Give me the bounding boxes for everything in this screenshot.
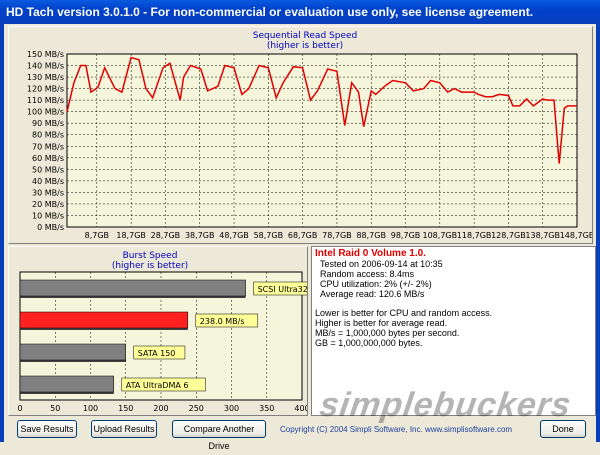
burst-x-tick-label: 300 <box>224 404 239 413</box>
read-y-tick-label: 100 MB/s <box>27 108 64 117</box>
window-frame-left <box>0 24 4 442</box>
read-y-tick-label: 150 MB/s <box>27 50 64 59</box>
burst-bar-label-box <box>195 313 259 328</box>
read-x-tick-label: 48,7GB <box>219 231 249 240</box>
read-x-tick-label: 98,7GB <box>391 231 421 240</box>
burst-bar <box>19 279 246 297</box>
read-y-tick-label: 130 MB/s <box>27 73 64 82</box>
cpu-utilization: CPU utilization: 2% (+/- 2%) <box>320 279 432 289</box>
read-x-tick-label: 78,7GB <box>322 231 352 240</box>
read-speed-line <box>66 56 577 164</box>
done-label: Done <box>552 424 574 434</box>
burst-x-tick-label: 0 <box>17 404 22 413</box>
average-read: Average read: 120.6 MB/s <box>320 289 425 299</box>
read-y-tick-label: 70 MB/s <box>32 142 64 151</box>
burst-bar-label: SCSI Ultra320 <box>258 285 307 294</box>
burst-bar-label: SATA 150 <box>138 349 176 358</box>
burst-x-tick-label: 100 <box>83 404 98 413</box>
read-chart-subtitle: (higher is better) <box>267 41 343 51</box>
note-lower-better: Lower is better for CPU and random acces… <box>315 308 493 318</box>
read-x-tick-label: 128,7GB <box>491 231 526 240</box>
read-speed-chart: Sequential Read Speed (higher is better)… <box>27 31 592 240</box>
burst-speed-chart: Burst Speed (higher is better) SCSI Ultr… <box>17 251 307 413</box>
read-x-tick-label: 108,7GB <box>423 231 458 240</box>
read-x-tick-label: 18,7GB <box>116 231 146 240</box>
drive-name: Intel Raid 0 Volume 1.0. <box>315 248 426 259</box>
read-x-tick-label: 88,7GB <box>356 231 386 240</box>
burst-x-tick-label: 50 <box>50 404 60 413</box>
random-access: Random access: 8.4ms <box>320 269 415 279</box>
read-y-tick-label: 0 MB/s <box>37 223 64 232</box>
read-x-tick-label: 138,7GB <box>525 231 560 240</box>
burst-bar-label-box <box>121 377 206 392</box>
read-y-tick-label: 80 MB/s <box>32 131 64 140</box>
save-results-label: Save Results <box>20 424 74 434</box>
read-x-tick-label: 148,7GB <box>560 231 592 240</box>
burst-bar <box>19 343 126 361</box>
read-y-tick-label: 50 MB/s <box>32 165 64 174</box>
read-y-tick-label: 90 MB/s <box>32 119 64 128</box>
burst-x-axis: 0 50 100 150 200 250 300 350 400 <box>17 404 307 413</box>
note-mbs-definition: MB/s = 1,000,000 bytes per second. <box>315 328 460 338</box>
read-y-tick-label: 40 MB/s <box>32 177 64 186</box>
read-y-tick-label: 20 MB/s <box>32 200 64 209</box>
read-y-tick-label: 30 MB/s <box>32 188 64 197</box>
read-x-tick-label: 8,7GB <box>85 231 109 240</box>
read-y-tick-label: 120 MB/s <box>27 85 64 94</box>
read-chart-title: Sequential Read Speed <box>253 31 358 41</box>
burst-bars: SCSI Ultra320 238.0 MB/s SATA 150 ATA Ultra… <box>19 279 307 394</box>
read-y-tick-label: 110 MB/s <box>27 96 64 105</box>
burst-chart-subtitle: (higher is better) <box>112 261 188 271</box>
burst-bar-label: 238.0 MB/s <box>200 317 245 326</box>
burst-x-tick-label: 400 <box>294 404 307 413</box>
burst-bar <box>19 375 115 393</box>
read-x-axis: 8,7GB 18,7GB 28,7GB 38,7GB 48,7GB 58,7GB 68,7G… <box>85 231 592 240</box>
read-speed-panel: Sequential Read Speed (higher is better)… <box>8 26 593 244</box>
done-button[interactable]: Done <box>540 420 586 438</box>
burst-bar-label-box <box>133 345 186 360</box>
compare-drive-button[interactable]: Compare Another Drive <box>172 420 266 451</box>
window-frame-right <box>596 24 600 442</box>
burst-bar <box>19 311 189 329</box>
note-higher-better: Higher is better for average read. <box>315 318 448 328</box>
read-x-tick-label: 38,7GB <box>185 231 215 240</box>
burst-x-tick-label: 250 <box>189 404 204 413</box>
title-bar[interactable]: HD Tach version 3.0.1.0 - For non-commer… <box>0 0 600 24</box>
read-y-tick-label: 140 MB/s <box>27 62 64 71</box>
note-gb-definition: GB = 1,000,000,000 bytes. <box>315 338 423 348</box>
burst-x-tick-label: 350 <box>259 404 274 413</box>
results-info-panel: Intel Raid 0 Volume 1.0. Tested on 2006-… <box>311 246 596 416</box>
upload-results-label: Upload Results <box>93 424 155 434</box>
read-x-tick-label: 58,7GB <box>254 231 284 240</box>
read-x-tick-label: 118,7GB <box>457 231 492 240</box>
burst-x-tick-label: 150 <box>118 404 133 413</box>
read-y-tick-label: 10 MB/s <box>32 211 64 220</box>
compare-drive-label: Compare Another Drive <box>183 424 255 451</box>
watermark-logo: simplebuckers <box>317 386 574 424</box>
read-grid <box>67 53 578 228</box>
burst-bar-label-box <box>253 281 307 296</box>
copyright-link[interactable]: Copyright (C) 2004 Simpli Software, Inc.… <box>280 425 513 434</box>
read-x-tick-label: 68,7GB <box>288 231 318 240</box>
read-y-tick-label: 60 MB/s <box>32 154 64 163</box>
read-y-axis: 0 MB/s 10 MB/s 20 MB/s 30 MB/s 40 MB/s 50 MB/… <box>27 50 64 232</box>
upload-results-button[interactable]: Upload Results <box>91 420 157 438</box>
tested-on: Tested on 2006-09-14 at 10:35 <box>320 259 443 269</box>
read-x-tick-label: 28,7GB <box>151 231 181 240</box>
burst-x-tick-label: 200 <box>153 404 168 413</box>
save-results-button[interactable]: Save Results <box>17 420 77 438</box>
burst-speed-panel: Burst Speed (higher is better) SCSI Ultr… <box>8 246 308 416</box>
burst-bar-label: ATA UltraDMA 6 <box>126 381 189 390</box>
window-title: HD Tach version 3.0.1.0 - For non-commer… <box>6 5 534 19</box>
burst-chart-title: Burst Speed <box>123 251 178 261</box>
